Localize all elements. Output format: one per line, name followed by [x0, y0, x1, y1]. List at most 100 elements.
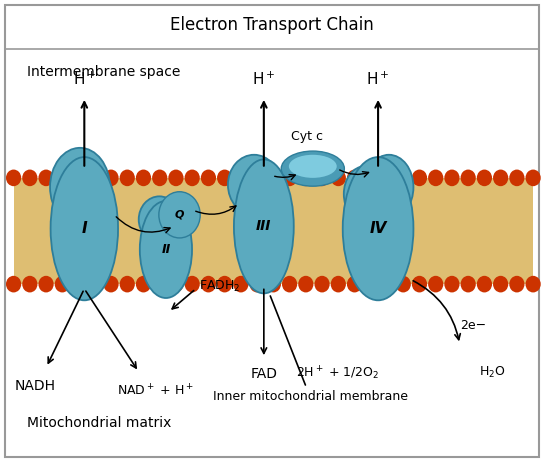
- Text: H$_2$O: H$_2$O: [479, 365, 505, 380]
- Ellipse shape: [314, 276, 330, 292]
- Ellipse shape: [71, 276, 86, 292]
- Ellipse shape: [140, 201, 192, 298]
- Ellipse shape: [87, 170, 102, 186]
- Ellipse shape: [395, 276, 411, 292]
- Ellipse shape: [343, 157, 413, 300]
- Text: Cyt c: Cyt c: [292, 130, 323, 143]
- Ellipse shape: [55, 170, 70, 186]
- Ellipse shape: [250, 276, 265, 292]
- Ellipse shape: [39, 276, 54, 292]
- Ellipse shape: [55, 276, 70, 292]
- Text: FAD: FAD: [250, 367, 277, 381]
- Ellipse shape: [168, 276, 183, 292]
- Ellipse shape: [136, 170, 151, 186]
- Ellipse shape: [265, 170, 281, 186]
- Ellipse shape: [298, 276, 313, 292]
- Ellipse shape: [282, 276, 297, 292]
- Text: NADH: NADH: [15, 379, 56, 393]
- Ellipse shape: [461, 170, 476, 186]
- Ellipse shape: [395, 170, 411, 186]
- Ellipse shape: [509, 276, 524, 292]
- Ellipse shape: [87, 276, 102, 292]
- Ellipse shape: [61, 231, 107, 291]
- Ellipse shape: [331, 276, 346, 292]
- Ellipse shape: [228, 155, 280, 215]
- Ellipse shape: [159, 192, 200, 238]
- Ellipse shape: [184, 276, 200, 292]
- Ellipse shape: [6, 276, 21, 292]
- Ellipse shape: [120, 276, 135, 292]
- Text: III: III: [256, 219, 271, 233]
- Text: FADH$_2$: FADH$_2$: [199, 279, 240, 294]
- Ellipse shape: [39, 170, 54, 186]
- Text: II: II: [161, 243, 171, 256]
- Ellipse shape: [250, 170, 265, 186]
- Ellipse shape: [51, 157, 118, 300]
- Ellipse shape: [217, 170, 232, 186]
- Text: H$^+$: H$^+$: [252, 71, 276, 88]
- Ellipse shape: [493, 170, 508, 186]
- Ellipse shape: [444, 276, 460, 292]
- Ellipse shape: [152, 276, 168, 292]
- Ellipse shape: [217, 276, 232, 292]
- Ellipse shape: [184, 170, 200, 186]
- Ellipse shape: [493, 276, 508, 292]
- Ellipse shape: [103, 170, 119, 186]
- Ellipse shape: [461, 276, 476, 292]
- Ellipse shape: [412, 276, 427, 292]
- Ellipse shape: [139, 196, 180, 243]
- Ellipse shape: [71, 170, 86, 186]
- Text: I: I: [82, 221, 87, 236]
- Text: Q: Q: [175, 210, 184, 220]
- Ellipse shape: [412, 170, 427, 186]
- Ellipse shape: [265, 276, 281, 292]
- Ellipse shape: [234, 159, 294, 293]
- Text: 2e−: 2e−: [460, 319, 486, 332]
- Ellipse shape: [6, 170, 21, 186]
- Ellipse shape: [477, 170, 492, 186]
- Ellipse shape: [331, 170, 346, 186]
- Ellipse shape: [233, 276, 249, 292]
- Ellipse shape: [444, 170, 460, 186]
- Ellipse shape: [233, 170, 249, 186]
- Ellipse shape: [136, 276, 151, 292]
- Text: Mitochondrial matrix: Mitochondrial matrix: [27, 416, 171, 430]
- Ellipse shape: [347, 170, 362, 186]
- Ellipse shape: [379, 170, 394, 186]
- Ellipse shape: [201, 170, 216, 186]
- Ellipse shape: [281, 151, 344, 186]
- Ellipse shape: [347, 276, 362, 292]
- Ellipse shape: [364, 155, 413, 219]
- Text: Intermembrane space: Intermembrane space: [27, 65, 181, 79]
- Ellipse shape: [289, 155, 337, 178]
- Text: Inner mitochondrial membrane: Inner mitochondrial membrane: [213, 296, 407, 403]
- Text: H$^+$: H$^+$: [366, 71, 390, 88]
- Ellipse shape: [168, 170, 183, 186]
- Text: 2H$^+$ + 1/2O$_2$: 2H$^+$ + 1/2O$_2$: [296, 365, 379, 383]
- Ellipse shape: [363, 276, 379, 292]
- Text: NAD$^+$ + H$^+$: NAD$^+$ + H$^+$: [116, 383, 194, 399]
- Text: H$^+$: H$^+$: [72, 71, 96, 88]
- Ellipse shape: [120, 170, 135, 186]
- Ellipse shape: [509, 170, 524, 186]
- Ellipse shape: [103, 276, 119, 292]
- Ellipse shape: [526, 170, 541, 186]
- Ellipse shape: [428, 276, 443, 292]
- Ellipse shape: [298, 170, 313, 186]
- Text: Electron Transport Chain: Electron Transport Chain: [170, 16, 374, 34]
- Bar: [14, 178, 533, 284]
- Ellipse shape: [477, 276, 492, 292]
- Ellipse shape: [314, 170, 330, 186]
- Ellipse shape: [282, 170, 297, 186]
- Ellipse shape: [526, 276, 541, 292]
- Ellipse shape: [50, 148, 110, 226]
- Ellipse shape: [152, 170, 168, 186]
- Ellipse shape: [344, 166, 385, 222]
- Ellipse shape: [201, 276, 216, 292]
- Ellipse shape: [363, 170, 379, 186]
- Text: IV: IV: [369, 221, 387, 236]
- Ellipse shape: [428, 170, 443, 186]
- Ellipse shape: [379, 276, 394, 292]
- Ellipse shape: [22, 276, 38, 292]
- Ellipse shape: [22, 170, 38, 186]
